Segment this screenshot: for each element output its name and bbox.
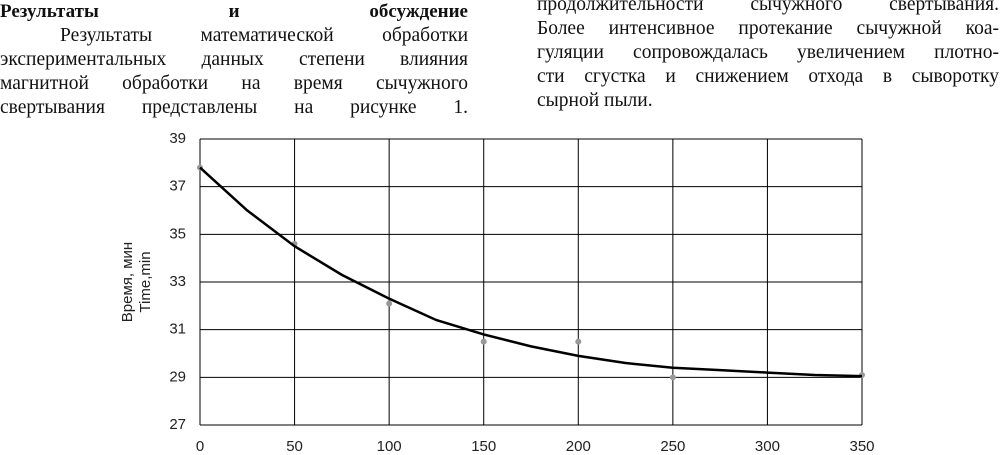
y-tick-label: 37 xyxy=(169,178,186,195)
y-tick-label: 33 xyxy=(169,273,186,290)
data-point xyxy=(669,374,676,381)
y-tick-label: 35 xyxy=(169,225,186,242)
x-tick-label: 50 xyxy=(286,438,303,455)
x-tick-label: 100 xyxy=(377,438,402,455)
trend-line xyxy=(199,166,863,378)
y-tick-label: 27 xyxy=(169,416,186,433)
text-line: сырной пыли. xyxy=(537,90,653,111)
x-tick-label: 300 xyxy=(755,438,780,455)
text-line: экспериментальных данных степени влияния xyxy=(0,49,468,70)
text-line: магнитной обработки на время сычужного xyxy=(0,73,468,94)
data-point xyxy=(386,300,393,307)
x-tick-label: 250 xyxy=(660,438,685,455)
text-line: сти сгустка и снижением отхода в сыворот… xyxy=(537,66,999,87)
data-point xyxy=(480,338,487,345)
y-tick-label: 31 xyxy=(169,321,186,338)
text-line: продолжительности сычужного свертывания. xyxy=(537,0,999,15)
x-tick-label: 350 xyxy=(849,438,874,455)
y-axis-label: Время, мин xyxy=(119,242,136,322)
y-axis-label: Time,min xyxy=(137,251,154,312)
text-line: гуляции сопровождалась увеличением плотн… xyxy=(537,42,999,63)
x-tick-label: 150 xyxy=(471,438,496,455)
x-tick-label: 0 xyxy=(196,438,204,455)
data-point xyxy=(575,338,582,345)
heading: Результаты и обсуждение xyxy=(0,1,468,22)
text-line: Результаты математической обработки xyxy=(60,25,468,46)
text-line: Более интенсивное протекание сычужной ко… xyxy=(537,18,999,39)
y-tick-label: 39 xyxy=(169,130,186,147)
text-line: свертывания представлены на рисунке 1. xyxy=(0,97,468,118)
y-tick-label: 29 xyxy=(169,368,186,385)
x-tick-label: 200 xyxy=(566,438,591,455)
left-column: Результаты и обсуждение Результаты матем… xyxy=(0,0,468,120)
right-column: продолжительности сычужного свертывания.… xyxy=(537,0,999,113)
